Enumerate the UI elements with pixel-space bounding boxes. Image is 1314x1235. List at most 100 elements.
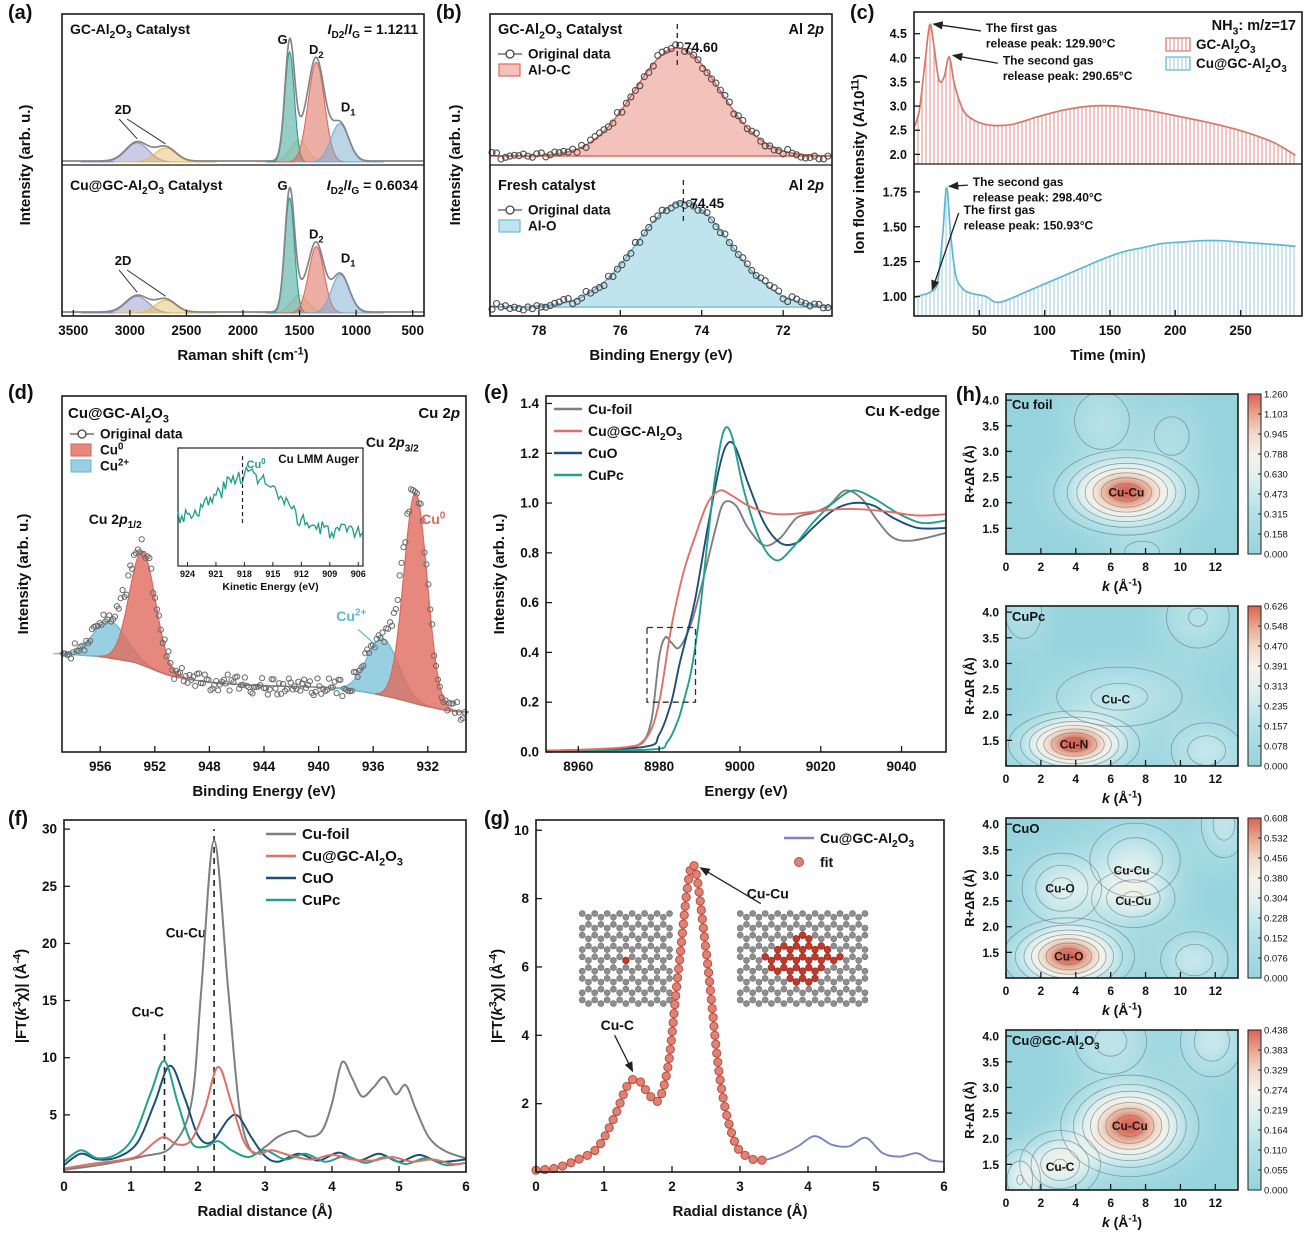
wavelet-plot-cupc: 0 2 4 6 8 10 12 1.5 2.0 2.5 3.0 3.5 4.0 k (Å-1) R+ΔR (… <box>962 602 1288 807</box>
svg-text:Cu0: Cu0 <box>421 511 446 527</box>
svg-text:0.380: 0.380 <box>1264 874 1288 885</box>
svg-text:250: 250 <box>1229 323 1252 338</box>
wavelet-cuo: 0 2 4 6 8 10 12 1.5 2.0 2.5 3.0 3.5 4.0 k (Å-1) R+ΔR (… <box>962 812 1314 1023</box>
svg-text:932: 932 <box>417 759 440 774</box>
svg-text:72: 72 <box>776 323 791 338</box>
svg-text:Cu0: Cu0 <box>247 457 267 471</box>
svg-text:Cu@GC-Al2O3: Cu@GC-Al2O3 <box>820 830 915 850</box>
svg-text:Original data: Original data <box>528 47 611 62</box>
svg-text:Cu@GC-Al2O3 Catalyst: Cu@GC-Al2O3 Catalyst <box>70 177 223 197</box>
svg-text:2: 2 <box>668 1179 676 1194</box>
svg-text:0.274: 0.274 <box>1264 1086 1288 1097</box>
svg-text:0.313: 0.313 <box>1264 682 1288 693</box>
svg-text:Cu 2p1/2: Cu 2p1/2 <box>89 511 142 531</box>
svg-text:25: 25 <box>42 879 58 894</box>
svg-text:1.50: 1.50 <box>883 220 907 234</box>
svg-text:release peak: 150.93°C: release peak: 150.93°C <box>964 219 1094 233</box>
svg-text:10: 10 <box>1174 984 1188 998</box>
svg-text:R+ΔR (Å): R+ΔR (Å) <box>962 1081 977 1138</box>
svg-text:0: 0 <box>1003 984 1010 998</box>
svg-text:1.5: 1.5 <box>982 1158 999 1172</box>
svg-text:0.8: 0.8 <box>520 545 539 560</box>
svg-text:0.473: 0.473 <box>1264 490 1288 501</box>
svg-text:ID2/IG = 0.6034: ID2/IG = 0.6034 <box>327 177 418 197</box>
svg-text:2500: 2500 <box>171 323 201 338</box>
svg-text:R+ΔR (Å): R+ΔR (Å) <box>962 657 977 714</box>
legend: Cu@GC-Al2O3 fit <box>784 830 915 870</box>
svg-text:4.0: 4.0 <box>982 818 999 832</box>
fit-line <box>535 863 945 1172</box>
svg-text:0.315: 0.315 <box>1264 510 1288 521</box>
panel-e-xanes: Cu-foil Cu@GC-Al2O3 CuO CuPc Cu K-edge 8960 89… <box>484 386 956 810</box>
svg-text:4: 4 <box>1072 984 1079 998</box>
svg-text:2000: 2000 <box>228 323 258 338</box>
svg-text:3.5: 3.5 <box>982 419 999 433</box>
svg-text:release peak: 290.65°C: release peak: 290.65°C <box>1003 69 1133 83</box>
panel-label-e: (e) <box>484 382 509 404</box>
svg-text:944: 944 <box>253 759 276 774</box>
svg-text:2: 2 <box>1038 772 1045 786</box>
svg-text:5: 5 <box>395 1179 403 1194</box>
svg-text:1.0: 1.0 <box>520 496 539 511</box>
svg-text:6: 6 <box>1107 772 1114 786</box>
svg-text:ID2/IG = 1.1211: ID2/IG = 1.1211 <box>328 21 419 41</box>
svg-text:Cu-Cu: Cu-Cu <box>1112 1119 1148 1133</box>
svg-text:12: 12 <box>1209 772 1223 786</box>
svg-text:GC-Al2O3: GC-Al2O3 <box>1196 37 1256 56</box>
svg-text:0.110: 0.110 <box>1264 1146 1287 1157</box>
svg-text:6: 6 <box>521 959 529 974</box>
svg-text:912: 912 <box>294 569 309 579</box>
svg-text:Cu@GC-Al2O3: Cu@GC-Al2O3 <box>1012 1033 1099 1051</box>
svg-text:918: 918 <box>237 569 252 579</box>
svg-text:0.000: 0.000 <box>1264 550 1288 561</box>
svg-text:3.0: 3.0 <box>982 657 999 671</box>
svg-text:0.000: 0.000 <box>1264 1186 1288 1197</box>
xanes-CuPc <box>545 426 947 752</box>
svg-text:9040: 9040 <box>887 759 917 774</box>
svg-text:948: 948 <box>198 759 221 774</box>
svg-text:76: 76 <box>613 323 629 338</box>
svg-text:0.6: 0.6 <box>520 595 539 610</box>
svg-text:Cu-Cu: Cu-Cu <box>166 926 207 941</box>
svg-text:4.0: 4.0 <box>982 394 999 408</box>
y-axis: 2.0 2.5 3.0 3.5 4.0 4.5 <box>890 27 920 162</box>
svg-text:Al-O-C: Al-O-C <box>528 63 571 78</box>
svg-text:G: G <box>278 32 288 47</box>
y-axis: 0.0 0.2 0.4 0.6 0.8 1.0 1.2 1.4 <box>520 396 552 760</box>
svg-text:0.329: 0.329 <box>1264 1066 1288 1077</box>
svg-text:909: 909 <box>322 569 337 579</box>
y-axis: 1.5 2.0 2.5 3.0 3.5 4.0 <box>982 818 1012 960</box>
svg-text:0: 0 <box>1003 560 1010 574</box>
svg-text:Intensity (arb. u.): Intensity (arb. u.) <box>15 514 32 635</box>
svg-text:0.157: 0.157 <box>1264 722 1288 733</box>
svg-text:Cu0: Cu0 <box>100 441 123 457</box>
svg-text:Intensity (arb. u.): Intensity (arb. u.) <box>491 514 508 635</box>
svg-text:|FT(k3χ)| (Å-4): |FT(k3χ)| (Å-4) <box>487 949 506 1043</box>
svg-text:release peak: 298.40°C: release peak: 298.40°C <box>973 191 1103 205</box>
raman-plot: GC-Al2O3 Catalyst ID2/IG = 1.12112DGD2D1C… <box>17 13 425 364</box>
svg-text:0.626: 0.626 <box>1264 602 1288 613</box>
svg-text:2D: 2D <box>115 253 132 268</box>
panel-g-exafs-fit: Cu-C Cu-Cu Cu@GC-Al2O3 fit 0 1 2 3 4 5 6 2 4 6 8 10 Radi… <box>484 812 956 1232</box>
svg-text:3.0: 3.0 <box>982 869 999 883</box>
svg-text:10: 10 <box>1174 772 1188 786</box>
svg-text:3: 3 <box>736 1179 744 1194</box>
svg-text:1.2: 1.2 <box>520 446 539 461</box>
svg-text:Cu foil: Cu foil <box>1012 397 1052 412</box>
svg-text:4: 4 <box>804 1179 812 1194</box>
svg-text:10: 10 <box>1174 1196 1188 1210</box>
svg-text:2.5: 2.5 <box>982 1107 999 1121</box>
heatmap-canvas-cupc <box>1006 606 1238 766</box>
xanes-CuO <box>545 440 947 752</box>
svg-text:20: 20 <box>42 936 57 951</box>
svg-text:8: 8 <box>1142 984 1149 998</box>
svg-text:0: 0 <box>1003 1196 1010 1210</box>
svg-text:924: 924 <box>180 569 195 579</box>
svg-text:R+ΔR (Å): R+ΔR (Å) <box>962 869 977 926</box>
svg-text:D2: D2 <box>309 42 324 60</box>
svg-text:CuO: CuO <box>588 445 618 461</box>
